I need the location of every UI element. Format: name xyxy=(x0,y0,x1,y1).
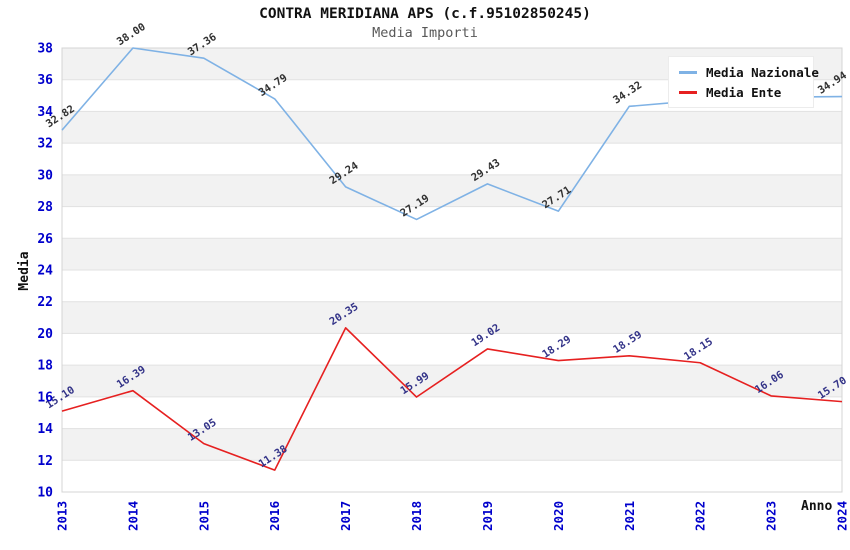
svg-text:12: 12 xyxy=(37,454,53,469)
svg-text:10: 10 xyxy=(37,486,53,501)
svg-text:20: 20 xyxy=(37,327,53,342)
chart-subtitle: Media Importi xyxy=(372,25,478,41)
legend-item-media-nazionale: Media Nazionale xyxy=(679,62,819,82)
svg-text:2024: 2024 xyxy=(835,501,850,531)
svg-text:2013: 2013 xyxy=(55,501,70,531)
svg-text:2019: 2019 xyxy=(480,501,495,531)
svg-text:2023: 2023 xyxy=(764,501,779,531)
svg-text:18.15: 18.15 xyxy=(682,336,715,363)
svg-text:18.29: 18.29 xyxy=(540,333,573,360)
legend: Media Nazionale Media Ente xyxy=(668,56,819,108)
legend-label: Media Ente xyxy=(706,84,782,100)
svg-text:2014: 2014 xyxy=(125,501,140,531)
svg-text:2018: 2018 xyxy=(409,501,424,531)
legend-line-swatch-red xyxy=(679,90,697,94)
svg-text:34.32: 34.32 xyxy=(611,79,644,106)
legend-item-media-ente: Media Ente xyxy=(679,82,813,102)
svg-text:28: 28 xyxy=(37,200,53,215)
svg-text:2016: 2016 xyxy=(267,501,282,531)
svg-text:2017: 2017 xyxy=(338,501,353,531)
svg-text:26: 26 xyxy=(37,232,53,247)
svg-text:2020: 2020 xyxy=(551,501,566,531)
svg-text:32: 32 xyxy=(37,137,53,152)
svg-text:16: 16 xyxy=(37,390,53,405)
svg-text:14: 14 xyxy=(37,422,53,437)
legend-label: Media Nazionale xyxy=(706,64,819,80)
svg-text:18: 18 xyxy=(37,359,53,374)
svg-text:36: 36 xyxy=(37,73,53,88)
legend-line-swatch-blue xyxy=(679,70,697,74)
svg-text:2022: 2022 xyxy=(693,501,708,531)
svg-text:2015: 2015 xyxy=(196,501,211,531)
x-axis-title: Anno xyxy=(801,499,833,514)
svg-text:2021: 2021 xyxy=(622,501,637,531)
chart-title: CONTRA MERIDIANA APS (c.f.95102850245) xyxy=(259,6,591,22)
svg-text:22: 22 xyxy=(37,295,53,310)
y-axis-title: Media xyxy=(17,251,32,291)
svg-text:30: 30 xyxy=(37,168,53,183)
svg-text:34: 34 xyxy=(37,105,53,120)
svg-text:24: 24 xyxy=(37,264,53,279)
svg-text:38: 38 xyxy=(37,42,53,57)
